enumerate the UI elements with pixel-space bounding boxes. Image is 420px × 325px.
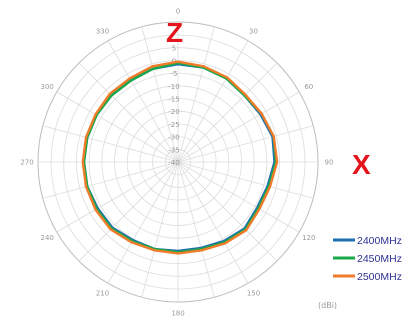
angle-tick-label: 330 [96, 28, 109, 36]
grid-spoke [177, 161, 249, 284]
radial-tick-label: -20 [168, 108, 179, 116]
angle-tick-label: 0 [176, 8, 180, 16]
angle-tick-label: 30 [249, 28, 258, 36]
radial-tick-label: -30 [168, 134, 179, 142]
grid-spoke [177, 91, 300, 163]
x-axis-label: X [352, 149, 371, 180]
angle-tick-label: 120 [302, 234, 315, 242]
grid-spoke [107, 40, 179, 163]
angle-tick-label: 270 [20, 159, 33, 167]
grid-spoke [56, 161, 179, 233]
angle-tick-labels: 0 30 60 90 120 150 180 210 240 270 300 330 [20, 8, 333, 318]
radial-tick-label: -15 [168, 96, 179, 104]
radial-tick-label: 5 [172, 45, 176, 53]
grid-spoke [177, 125, 314, 163]
angle-tick-label: 60 [304, 83, 313, 91]
grid-spoke [177, 40, 249, 163]
grid-spoke [141, 161, 179, 298]
grid-spoke [177, 26, 215, 163]
legend-label: 2500MHz [357, 271, 402, 283]
grid-spoke [78, 161, 179, 262]
grid-spoke [56, 91, 179, 163]
angle-tick-label: 300 [41, 83, 54, 91]
legend-label: 2450MHz [357, 253, 402, 265]
radial-tick-label: -25 [168, 121, 179, 129]
grid-spoke [107, 161, 179, 284]
radial-tick-label: -35 [168, 146, 179, 154]
polar-grid [37, 21, 319, 303]
grid-spoke [177, 161, 278, 262]
grid-spoke [177, 161, 215, 298]
grid-spoke [42, 125, 179, 163]
grid-spoke [78, 62, 179, 163]
grid-spoke [177, 161, 314, 199]
grid-spoke [177, 62, 278, 163]
unit-label: (dBi) [318, 301, 337, 310]
legend-label: 2400MHz [357, 235, 402, 247]
radial-tick-label: -40 [168, 159, 179, 167]
series-line-2500MHz [81, 60, 279, 255]
series-lines [81, 60, 279, 255]
grid-spoke [177, 161, 300, 233]
angle-tick-label: 90 [325, 159, 334, 167]
z-axis-label: Z [166, 17, 183, 48]
angle-tick-label: 150 [247, 289, 260, 297]
radial-tick-label: -5 [171, 70, 178, 78]
legend: 2400MHz 2450MHz 2500MHz [333, 235, 402, 283]
radial-tick-label: -10 [168, 83, 179, 91]
grid-spoke [141, 26, 179, 163]
angle-tick-label: 240 [41, 234, 54, 242]
angle-tick-label: 210 [96, 289, 109, 297]
angle-tick-label: 180 [171, 310, 184, 318]
grid-spoke [42, 161, 179, 199]
